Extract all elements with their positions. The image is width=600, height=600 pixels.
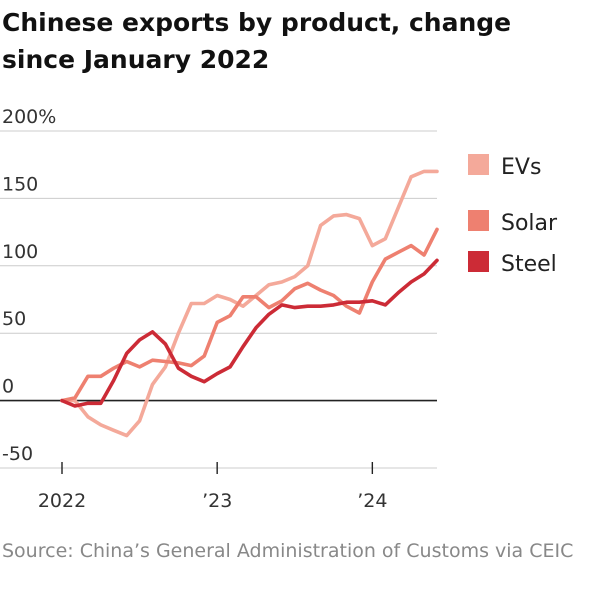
series-line-evs [60, 169, 439, 438]
source-note: Source: China’s General Administration o… [2, 540, 574, 562]
y-tick-label: 100 [2, 241, 38, 263]
y-tick-label: 0 [2, 376, 14, 398]
legend-label-steel: Steel [501, 252, 557, 277]
x-tick-label: 2022 [38, 490, 86, 512]
y-tick-label: 200% [2, 106, 56, 128]
y-tick-label: 50 [2, 308, 26, 330]
chart-title: Chinese exports by product, change since… [2, 8, 512, 74]
x-tick-label: ’23 [202, 490, 232, 512]
series-line-solar [60, 227, 439, 403]
legend-swatch-steel [468, 251, 489, 272]
legend-label-solar: Solar [501, 211, 558, 236]
y-tick-label: -50 [2, 443, 33, 465]
axis-layer: 200% 150 100 50 0 -50 2022 ’23 ’24 [2, 106, 387, 512]
series-layer [60, 169, 439, 438]
series-line-steel [60, 258, 439, 408]
legend: EVs Solar Steel [468, 154, 558, 277]
legend-label-evs: EVs [501, 155, 541, 180]
y-tick-label: 150 [2, 173, 38, 195]
legend-swatch-evs [468, 154, 489, 175]
chart-svg: 200% 150 100 50 0 -50 2022 ’23 ’24 EVs Solar Steel [0, 106, 558, 512]
x-tick-label: ’24 [357, 490, 387, 512]
legend-swatch-solar [468, 210, 489, 231]
